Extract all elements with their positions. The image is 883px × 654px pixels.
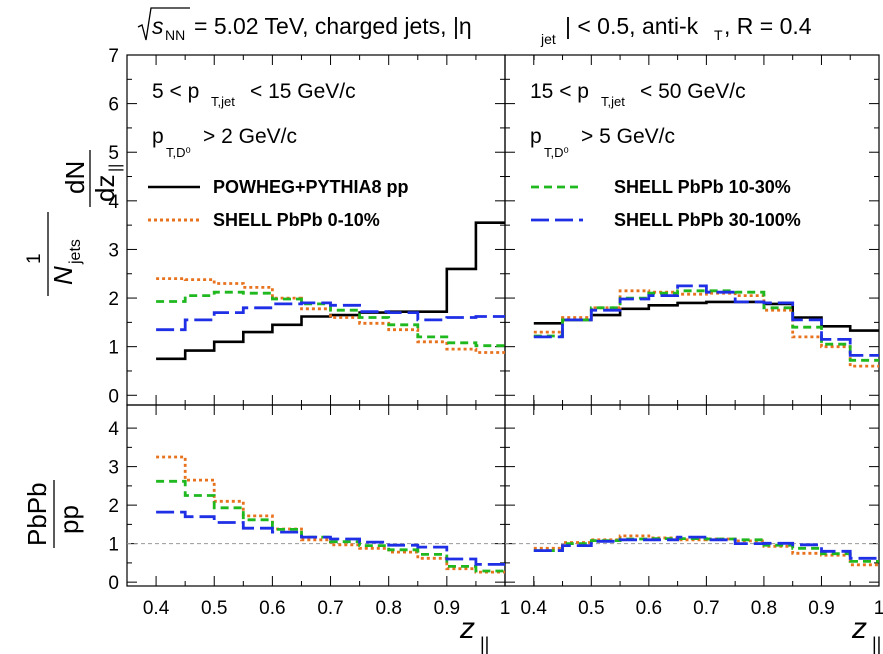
title-energy: = 5.02 TeV, charged jets, |η [194, 13, 472, 39]
y-tick-label: 3 [108, 240, 119, 261]
x-tick-label: 0.8 [751, 598, 777, 619]
series-shell-pbpb-10-30- [156, 479, 505, 573]
x-tick-label: 0.9 [434, 598, 460, 619]
xlabel-left-z: z [459, 612, 475, 645]
x-tick-label: 0.9 [808, 598, 834, 619]
x-tick-label: 0.8 [375, 598, 401, 619]
left-pt-range: 5 < p T,jet < 15 GeV/c [152, 80, 356, 109]
x-tick-label: 0.7 [317, 598, 343, 619]
title-eta-sub: jet [540, 31, 556, 47]
legend-label-pp: POWHEG+PYTHIA8 pp [213, 177, 409, 197]
ylabel-top-N-sub: jets [67, 239, 84, 265]
x-tick-label: 1 [874, 598, 883, 619]
series-shell-pbpb-30-100- [156, 301, 505, 332]
series-shell-pbpb-30-100- [533, 535, 879, 560]
y-tick-label: 2 [108, 289, 119, 310]
sqrt-symbol [137, 7, 190, 41]
x-tick-label: 0.5 [201, 598, 227, 619]
left-d0-sub: T,D⁰ [166, 145, 191, 160]
x-tick-label: 0.7 [693, 598, 719, 619]
ylabel-top-N: N [48, 266, 78, 285]
title-sqrt-s: s [152, 13, 164, 39]
series-powheg-pythia8-pp [156, 221, 505, 361]
frame-right-top [504, 54, 880, 406]
right-pt-post: < 50 GeV/c [640, 80, 746, 103]
left-d0-pre: p [152, 125, 164, 148]
y-tick-label: 3 [108, 458, 119, 479]
ylabel-top-dN: dN [60, 161, 90, 194]
y-tick-label: 4 [108, 419, 119, 440]
y-tick-label: 0 [108, 573, 119, 594]
series-shell-pbpb-30-100- [156, 510, 505, 566]
legend-label-30-100: SHELL PbPb 30-100% [614, 210, 801, 230]
left-pt-pre: 5 < p [152, 80, 199, 103]
ylabel-bottom: PbPb pp [22, 480, 84, 548]
xlabel-left: z || [459, 612, 489, 654]
title-kt-sub: T [714, 27, 723, 43]
right-d0-cut: p T,D⁰ > 5 GeV/c [530, 125, 675, 160]
y-tick-label: 1 [108, 338, 119, 359]
series-shell-pbpb-0-10- [156, 455, 505, 574]
right-pt-range: 15 < p T,jet < 50 GeV/c [530, 80, 746, 109]
y-tick-label: 5 [108, 143, 119, 164]
title-cuts: | < 0.5, anti-k [565, 13, 699, 39]
frame-right-bottom [504, 404, 880, 587]
ylabel-top: 1 N jets dN dz || [24, 150, 124, 296]
x-tick-label: 0.6 [259, 598, 285, 619]
series-shell-pbpb-30-100- [533, 284, 879, 357]
legend-right: SHELL PbPb 10-30% SHELL PbPb 30-100% [531, 177, 801, 230]
left-d0-cut: p T,D⁰ > 2 GeV/c [152, 125, 297, 160]
ylabel-bottom-denominator: pp [54, 505, 84, 534]
title-sqrt-sub: NN [165, 27, 185, 43]
x-tick-label: 0.6 [636, 598, 662, 619]
x-tick-label: 1 [500, 598, 511, 619]
data-curves [127, 221, 879, 574]
legend-label-0-10: SHELL PbPb 0-10% [213, 210, 380, 230]
ylabel-top-dz: dz [90, 175, 120, 202]
series-shell-pbpb-10-30- [533, 537, 879, 563]
left-pt-sub: T,jet [211, 94, 235, 109]
legend-label-10-30: SHELL PbPb 10-30% [614, 177, 791, 197]
x-tick-label: 0.4 [143, 598, 170, 619]
axis-ticks: 0 1 2 3 4 5 6 7 0.4 0.5 0.6 0.7 0.8 0.9 1 0 1 2 3 4 0.4 0.5 0.… [108, 46, 883, 619]
y-tick-label: 6 [108, 95, 119, 116]
y-tick-label: 1 [108, 535, 119, 556]
frame-left-top [126, 54, 506, 406]
y-tick-label: 4 [108, 192, 119, 213]
x-tick-label: 0.5 [578, 598, 604, 619]
x-tick-label: 0.4 [521, 598, 548, 619]
figure-title: s NN = 5.02 TeV, charged jets, |η jet | … [137, 7, 812, 47]
title-radius: , R = 0.4 [724, 13, 812, 39]
left-d0-post: > 2 GeV/c [203, 125, 297, 148]
xlabel-right: z || [851, 612, 881, 654]
xlabel-right-z: z [851, 612, 867, 645]
y-tick-label: 2 [108, 496, 119, 517]
right-pt-pre: 15 < p [530, 80, 589, 103]
y-tick-label: 7 [108, 46, 119, 67]
ylabel-top-dz-sub: || [107, 164, 124, 172]
ylabel-top-numerator: 1 [24, 253, 45, 264]
xlabel-left-sub: || [480, 634, 489, 654]
series-shell-pbpb-0-10- [156, 277, 505, 354]
right-pt-sub: T,jet [601, 94, 625, 109]
series-shell-pbpb-10-30- [156, 290, 505, 348]
y-tick-label: 0 [108, 386, 119, 407]
right-d0-post: > 5 GeV/c [581, 125, 675, 148]
left-pt-post: < 15 GeV/c [250, 80, 356, 103]
right-d0-pre: p [530, 125, 542, 148]
xlabel-right-sub: || [872, 634, 881, 654]
legend-left: POWHEG+PYTHIA8 pp SHELL PbPb 0-10% [148, 177, 409, 230]
ylabel-bottom-numerator: PbPb [22, 482, 52, 546]
right-d0-sub: T,D⁰ [544, 145, 569, 160]
